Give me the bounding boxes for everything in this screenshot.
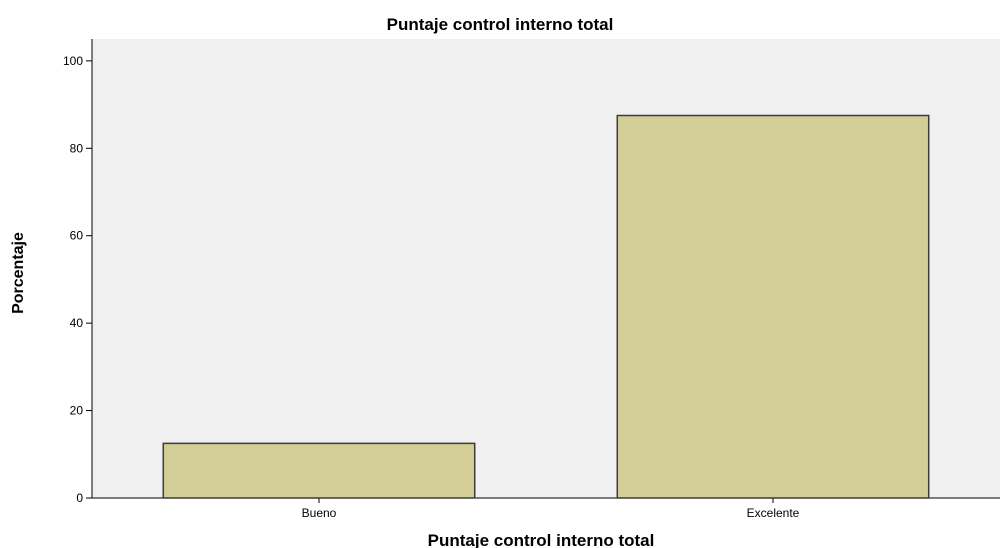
y-tick-label: 0 — [76, 491, 83, 505]
y-axis: 0 20 40 60 80 100 — [63, 39, 93, 505]
y-tick-label: 20 — [70, 404, 84, 418]
chart-title: Puntaje control interno total — [387, 15, 614, 34]
bar-excelente — [616, 114, 930, 499]
x-axis-title: Puntaje control interno total — [428, 531, 655, 548]
y-tick-label: 100 — [63, 54, 83, 68]
bar-bueno — [162, 442, 476, 499]
x-tick-label-bueno: Bueno — [302, 506, 337, 520]
y-tick-label: 80 — [70, 141, 84, 155]
y-tick-label: 60 — [70, 229, 84, 243]
y-tick-label: 40 — [70, 316, 84, 330]
y-axis-title: Porcentaje — [10, 232, 27, 314]
bars — [162, 114, 930, 499]
x-tick-label-excelente: Excelente — [747, 506, 800, 520]
x-axis: Bueno Excelente — [92, 497, 1000, 520]
